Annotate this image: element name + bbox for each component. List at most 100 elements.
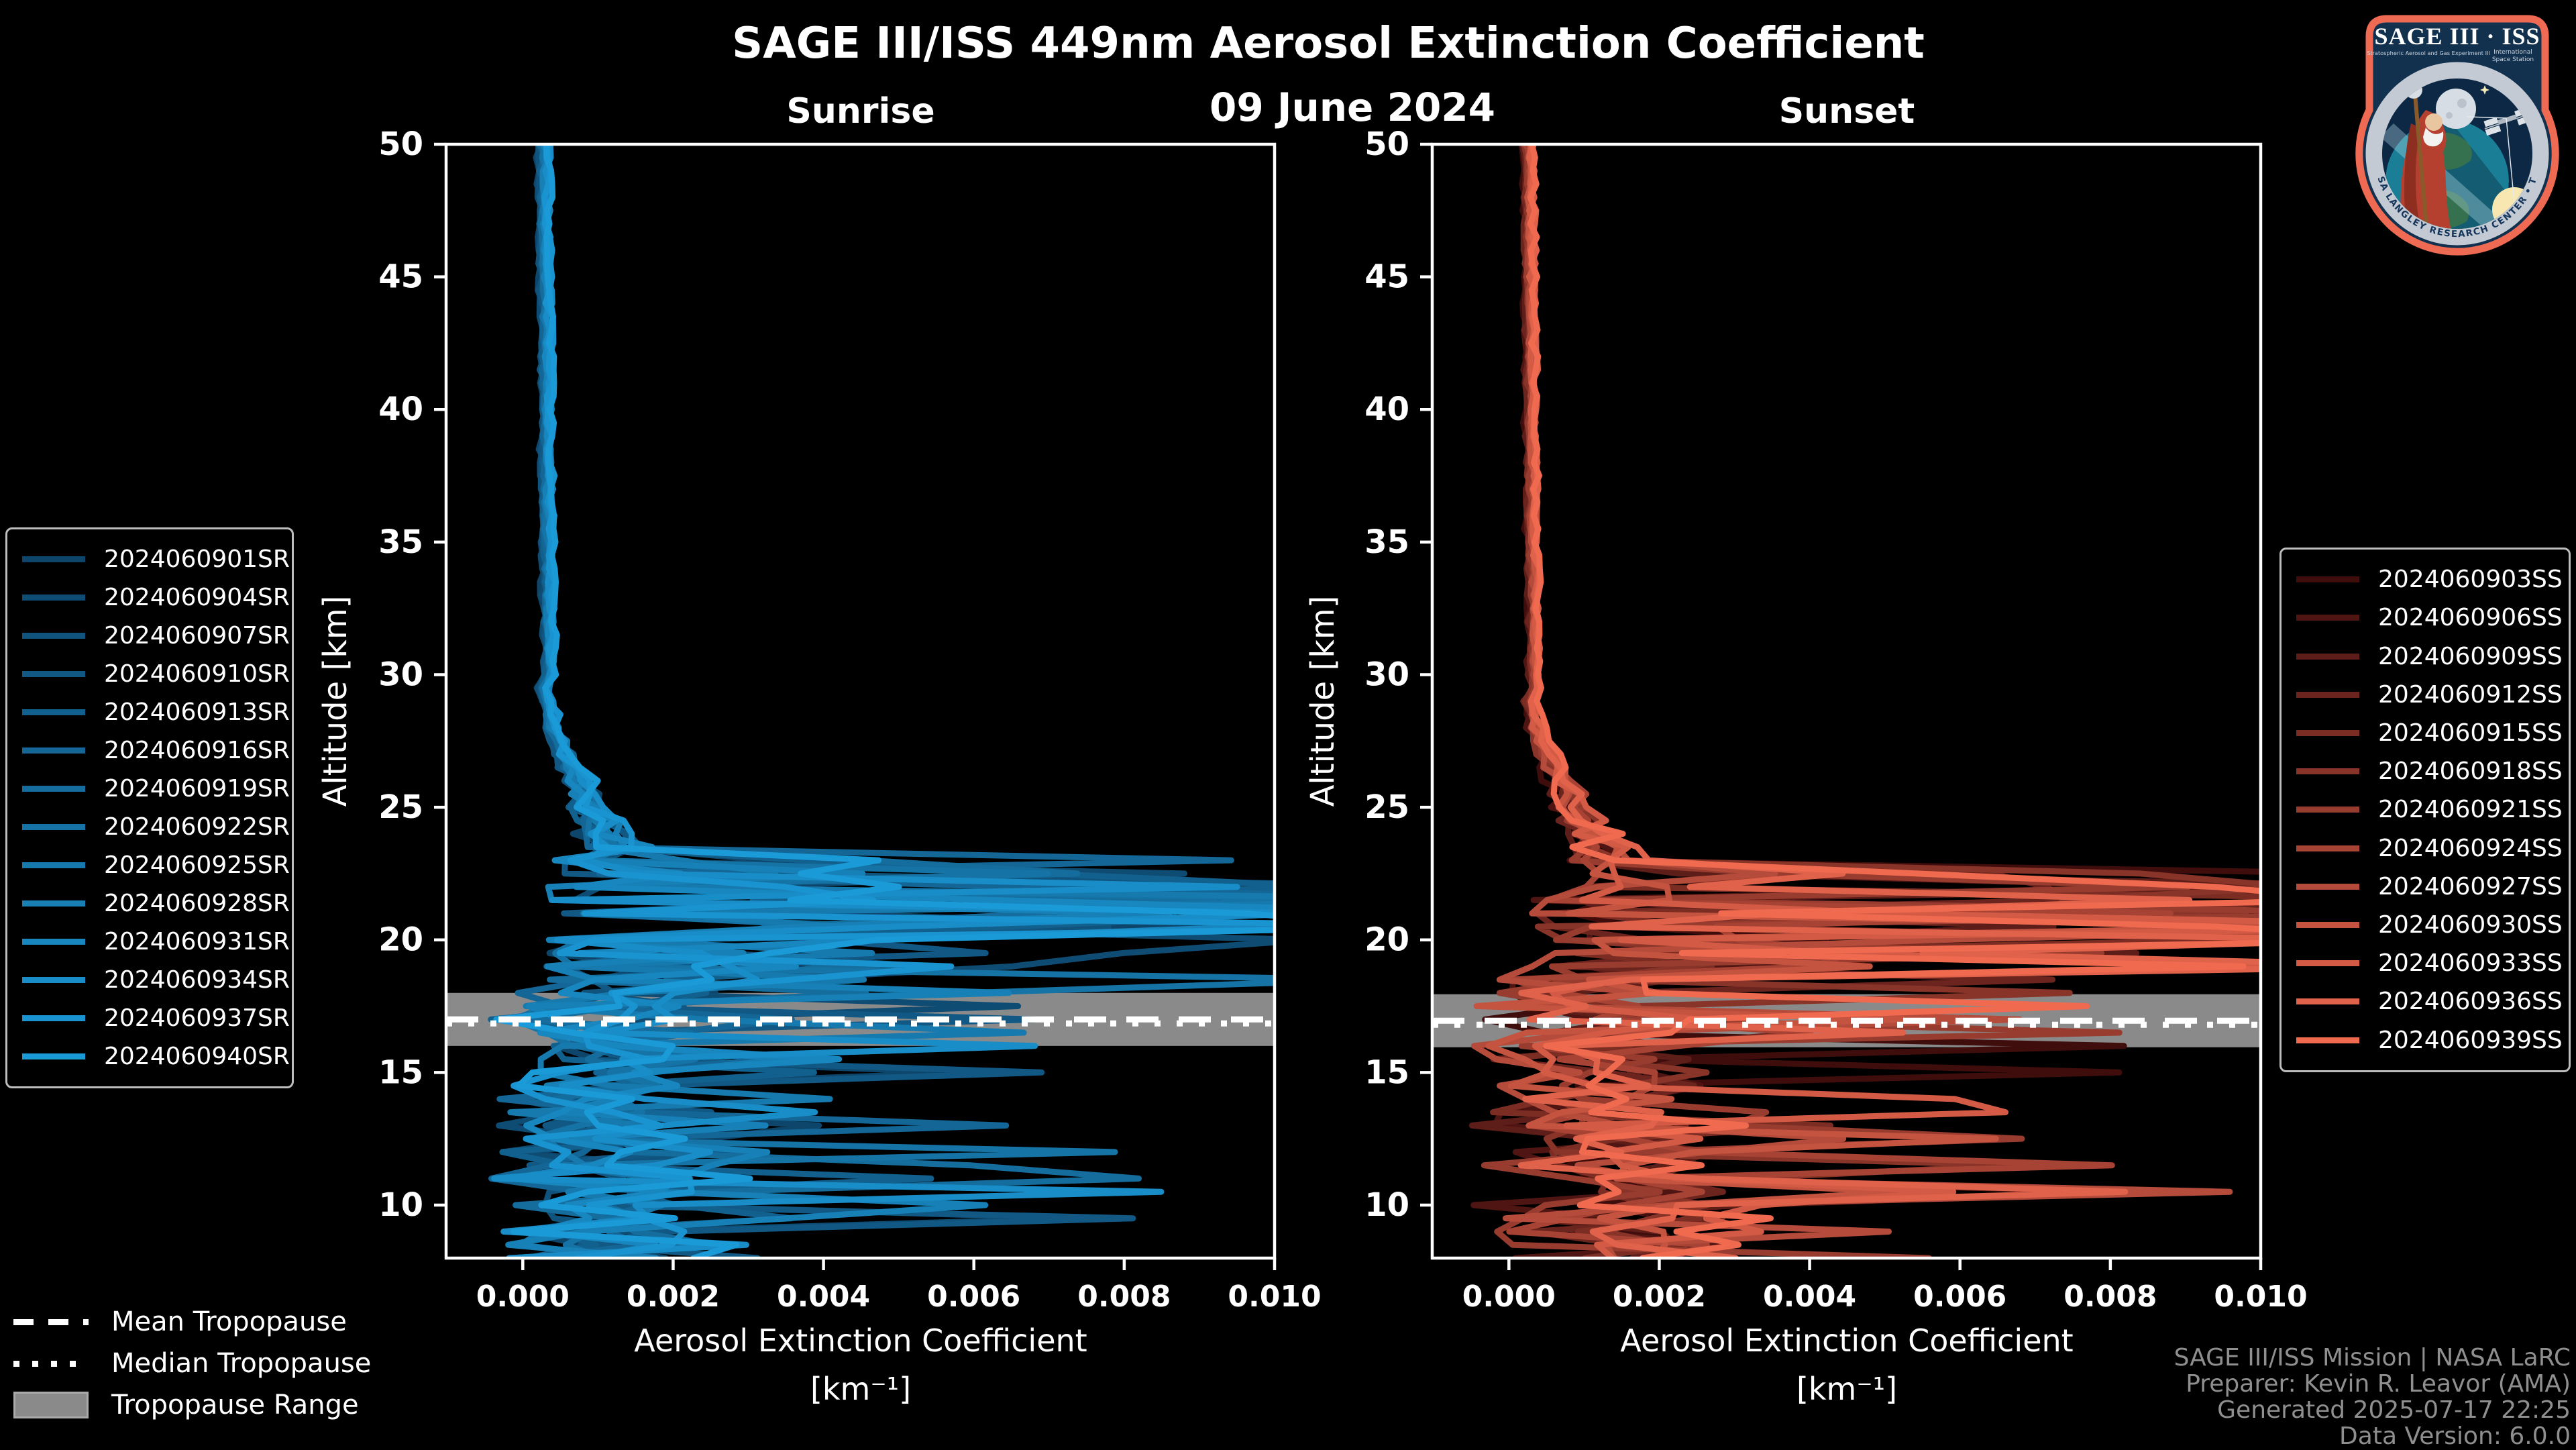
legend-swatch bbox=[2296, 691, 2359, 698]
page-title: SAGE III/ISS 449nm Aerosol Extinction Co… bbox=[732, 19, 1925, 68]
legend-item: 2024060933SS bbox=[2282, 949, 2569, 977]
legend-label: 2024060925SR bbox=[104, 851, 290, 879]
profile-2024060939SS bbox=[1527, 144, 2261, 1258]
y-tick-label: 25 bbox=[378, 788, 423, 826]
legend-swatch bbox=[2296, 730, 2359, 737]
logo-moon-crater2 bbox=[2446, 112, 2453, 119]
sunrise-x-axis-label: Aerosol Extinction Coefficient [km⁻¹] bbox=[634, 1316, 1087, 1413]
legend-item: 2024060916SR bbox=[7, 737, 292, 764]
legend-item: 2024060937SR bbox=[7, 1004, 292, 1032]
tropopause-dotted-sample bbox=[13, 1360, 89, 1367]
y-tick-label: 20 bbox=[378, 921, 423, 959]
sunrise-plot: 0.000 0.002 0.004 0.006 0.008 0.010 10 15 20 25 30… bbox=[378, 125, 1321, 1314]
legend-item: 2024060915SS bbox=[2282, 719, 2569, 747]
x-tick-label: 0.008 bbox=[1077, 1280, 1171, 1314]
y-tick-label: 10 bbox=[378, 1186, 423, 1224]
legend-swatch bbox=[2296, 576, 2359, 583]
legend-label: 2024060907SR bbox=[104, 622, 290, 650]
y-tick-label: 30 bbox=[1364, 656, 1409, 693]
tropopause-legend-item: Mean Tropopause bbox=[13, 1306, 371, 1338]
x-tick-label: 0.004 bbox=[1763, 1280, 1856, 1314]
legend-label: 2024060918SS bbox=[2378, 758, 2563, 786]
y-tick-label: 10 bbox=[1364, 1186, 1409, 1224]
logo-subtitle-right-line2: Space Station bbox=[2492, 56, 2534, 63]
logo-subtitle-left: Stratospheric Aerosol and Gas Experiment… bbox=[2367, 50, 2490, 56]
y-tick-label: 50 bbox=[378, 125, 423, 163]
legend-swatch bbox=[22, 1053, 85, 1059]
legend-label: 2024060921SS bbox=[2378, 796, 2563, 824]
tropopause-band-sample bbox=[13, 1392, 89, 1418]
legend-label: 2024060931SR bbox=[104, 928, 290, 955]
logo-moon-crater bbox=[2457, 99, 2467, 108]
legend-swatch bbox=[2296, 998, 2359, 1005]
legend-item: 2024060928SR bbox=[7, 890, 292, 917]
sunrise-panel-title: Sunrise bbox=[786, 91, 935, 132]
legend-swatch bbox=[2296, 653, 2359, 660]
legend-swatch bbox=[2296, 615, 2359, 621]
legend-item: 2024060940SR bbox=[7, 1043, 292, 1070]
legend-label: 2024060901SR bbox=[104, 546, 290, 573]
tropopause-legend-label: Median Tropopause bbox=[111, 1348, 372, 1379]
y-tick-label: 50 bbox=[1364, 125, 1409, 163]
sunrise-x-axis-label-line1: Aerosol Extinction Coefficient bbox=[634, 1323, 1087, 1359]
legend-swatch bbox=[2296, 1037, 2359, 1043]
logo-star bbox=[2480, 85, 2489, 95]
logo-moon bbox=[2436, 89, 2476, 129]
legend-item: 2024060921SS bbox=[2282, 796, 2569, 823]
sunset-legend: 2024060903SS 2024060906SS 2024060909SS 2024… bbox=[2279, 548, 2571, 1072]
legend-swatch bbox=[2296, 807, 2359, 813]
x-tick-label: 0.002 bbox=[627, 1280, 720, 1314]
y-tick-label: 40 bbox=[1364, 391, 1409, 428]
legend-swatch bbox=[2296, 845, 2359, 851]
y-tick-label: 45 bbox=[1364, 258, 1409, 296]
profile-2024060919SR bbox=[508, 144, 1218, 1258]
tropopause-legend-label: Tropopause Range bbox=[111, 1390, 359, 1420]
x-tick-label: 0.004 bbox=[777, 1280, 870, 1314]
y-tick-label: 20 bbox=[1364, 921, 1409, 959]
y-tick-label: 25 bbox=[1364, 788, 1409, 826]
x-tick-label: 0.000 bbox=[1462, 1280, 1556, 1314]
sunrise-x-axis-label-units: [km⁻¹] bbox=[810, 1371, 912, 1407]
legend-item: 2024060931SR bbox=[7, 928, 292, 955]
legend-label: 2024060912SS bbox=[2378, 680, 2563, 709]
legend-label: 2024060903SS bbox=[2378, 566, 2563, 594]
legend-label: 2024060904SR bbox=[104, 584, 290, 611]
sunset-x-axis-label: Aerosol Extinction Coefficient [km⁻¹] bbox=[1620, 1316, 2073, 1413]
y-tick-label: 15 bbox=[1364, 1053, 1409, 1091]
tropopause-dashed-sample bbox=[13, 1318, 89, 1325]
legend-swatch bbox=[22, 671, 85, 677]
legend-item: 2024060903SS bbox=[2282, 566, 2569, 593]
legend-swatch bbox=[2296, 922, 2359, 929]
legend-label: 2024060919SR bbox=[104, 775, 290, 802]
sunset-x-axis-label-units: [km⁻¹] bbox=[1796, 1371, 1898, 1407]
attribution-line: Generated 2025-07-17 22:25 bbox=[2217, 1396, 2571, 1424]
legend-swatch bbox=[22, 709, 85, 715]
legend-swatch bbox=[22, 977, 85, 983]
legend-label: 2024060939SS bbox=[2378, 1026, 2563, 1054]
legend-label: 2024060934SR bbox=[104, 966, 290, 994]
legend-swatch bbox=[22, 862, 85, 868]
x-tick-label: 0.010 bbox=[1228, 1280, 1321, 1314]
sunrise-legend: 2024060901SR 2024060904SR 2024060907SR 2024… bbox=[5, 527, 294, 1088]
y-tick-label: 45 bbox=[378, 258, 423, 296]
legend-label: 2024060937SR bbox=[104, 1004, 290, 1032]
logo-ray1 bbox=[2467, 116, 2507, 119]
legend-item: 2024060919SR bbox=[7, 775, 292, 802]
profile-2024060940SR bbox=[493, 144, 1275, 1258]
x-tick-label: 0.006 bbox=[927, 1280, 1020, 1314]
legend-label: 2024060924SS bbox=[2378, 834, 2563, 862]
legend-label: 2024060915SS bbox=[2378, 719, 2563, 747]
sunset-plot: 0.000 0.002 0.004 0.006 0.008 0.010 10 15 20 25 30… bbox=[1364, 125, 2307, 1314]
date-subtitle: 09 June 2024 bbox=[1209, 85, 1496, 130]
y-tick-label: 35 bbox=[1364, 523, 1409, 561]
legend-label: 2024060909SS bbox=[2378, 642, 2563, 670]
legend-label: 2024060930SS bbox=[2378, 911, 2563, 939]
legend-label: 2024060922SR bbox=[104, 813, 290, 841]
legend-label: 2024060913SR bbox=[104, 698, 290, 726]
plot-frame bbox=[444, 142, 1277, 1260]
legend-swatch bbox=[22, 786, 85, 792]
legend-item: 2024060910SR bbox=[7, 660, 292, 688]
attribution: SAGE III/ISS Mission | NASA LaRC Preparer… bbox=[2174, 1345, 2571, 1449]
tropopause-legend-item: Median Tropopause bbox=[13, 1347, 371, 1380]
legend-swatch bbox=[22, 594, 85, 601]
